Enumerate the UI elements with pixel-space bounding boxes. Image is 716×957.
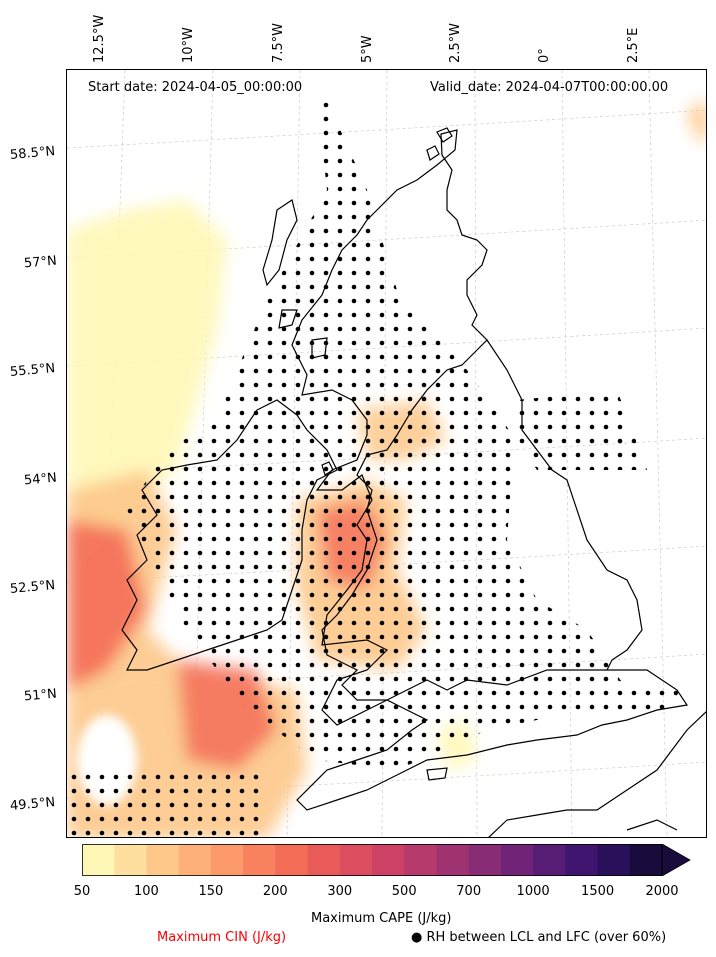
valid-date-label: Valid_date: 2024-04-07T00:00:00.00 — [430, 80, 669, 95]
cin-legend-label: Maximum CIN (J/kg) — [157, 930, 287, 945]
colorbar-tick-label: 2000 — [645, 884, 679, 899]
colorbar-tick-label: 50 — [73, 884, 91, 899]
cape-axis-label: Maximum CAPE (J/kg) — [311, 911, 452, 926]
colorbar-segment — [307, 844, 341, 876]
colorbar-tick-label: 150 — [198, 884, 224, 899]
rh-legend: ● RH between LCL and LFC (over 60%) — [411, 930, 666, 945]
lon-label-2-5e: 2.5°E — [626, 27, 641, 63]
lon-label-7-5w: 7.5°W — [271, 22, 286, 63]
lon-label-0: 0° — [537, 48, 552, 63]
colorbar-segment — [178, 844, 212, 876]
colorbar-segment — [404, 844, 437, 876]
colorbar-segment — [243, 844, 276, 876]
cape-colorbar — [82, 844, 691, 876]
colorbar-tick-label: 500 — [391, 884, 417, 899]
lat-label-57n: 57°N — [23, 253, 58, 272]
lat-label-51n: 51°N — [23, 686, 58, 705]
colorbar-segment — [597, 844, 631, 876]
colorbar-tick-label: 1000 — [516, 884, 550, 899]
lat-label-55-5n: 55.5°N — [9, 361, 56, 380]
colorbar-segment — [533, 844, 566, 876]
colorbar-segment — [436, 844, 470, 876]
colorbar-segment — [275, 844, 309, 876]
rh-legend-label: RH between LCL and LFC (over 60%) — [426, 930, 667, 945]
colorbar-segment — [372, 844, 405, 876]
colorbar-tick-label: 300 — [327, 884, 353, 899]
colorbar-segment — [565, 844, 599, 876]
lat-label-49-5n: 49.5°N — [9, 795, 56, 814]
colorbar-segment — [210, 844, 244, 876]
lon-label-10w: 10°W — [181, 27, 196, 63]
rh-marker-icon: ● — [411, 930, 423, 945]
colorbar-segment — [114, 844, 147, 876]
colorbar-tick-label: 100 — [133, 884, 159, 899]
colorbar-segment — [468, 844, 502, 876]
lat-label-54n: 54°N — [23, 470, 58, 489]
map-canvas — [67, 70, 706, 837]
colorbar-segment — [82, 844, 115, 876]
coastlines — [121, 127, 706, 837]
lon-label-5w: 5°W — [360, 35, 375, 63]
lon-label-2-5w: 2.5°W — [448, 22, 463, 63]
lon-label-12-5w: 12.5°W — [92, 14, 107, 63]
colorbar-tick-label: 200 — [262, 884, 288, 899]
colorbar-tick-label: 700 — [456, 884, 482, 899]
colorbar-tick-label: 1500 — [581, 884, 615, 899]
colorbar-segment — [146, 844, 180, 876]
lat-label-58-5n: 58.5°N — [9, 144, 56, 163]
lat-label-52-5n: 52.5°N — [9, 578, 56, 597]
colorbar-segment — [339, 844, 373, 876]
colorbar-segment — [629, 844, 663, 876]
start-date-label: Start date: 2024-04-05_00:00:00 — [88, 80, 303, 95]
map-panel[interactable] — [66, 69, 707, 838]
colorbar-segment — [500, 844, 534, 876]
